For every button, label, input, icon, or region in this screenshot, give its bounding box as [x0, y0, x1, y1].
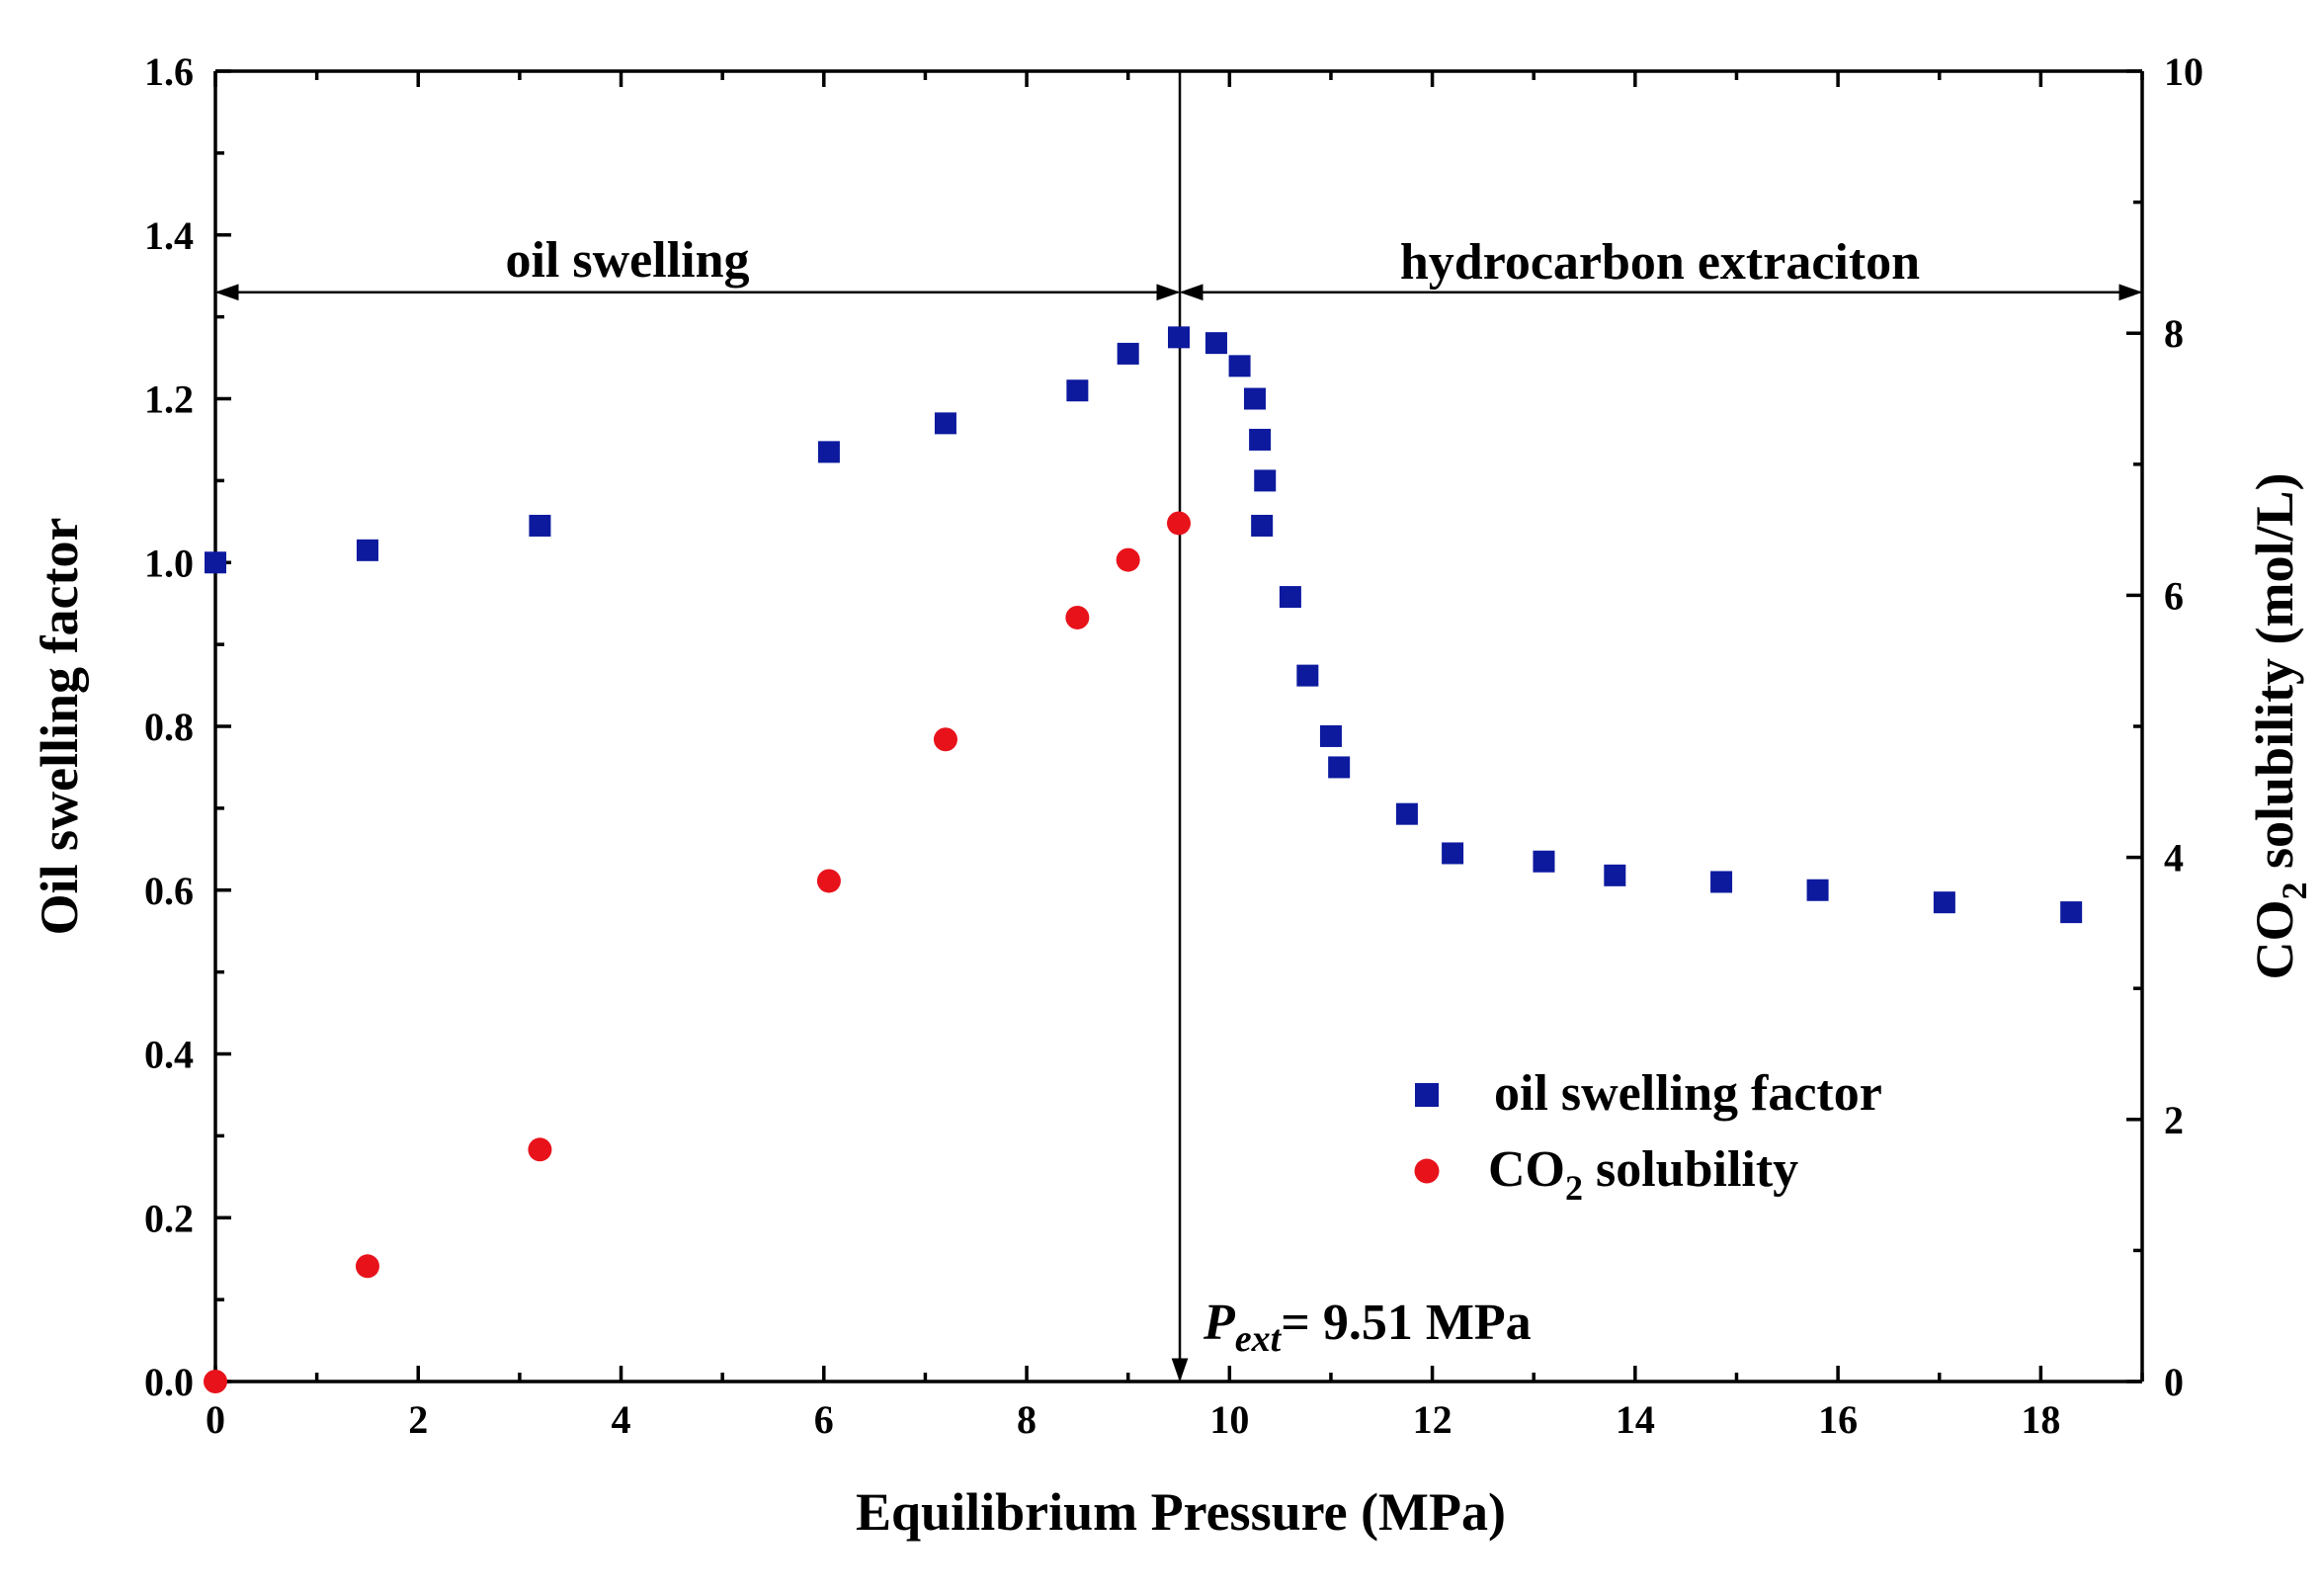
y-left-tick-label: 1.4 [144, 213, 194, 258]
swelling-point [1204, 332, 1227, 355]
swelling-point [1604, 864, 1626, 886]
swelling-point [1251, 514, 1274, 537]
x-tick-label: 14 [1616, 1397, 1655, 1442]
swelling-point [1328, 756, 1351, 779]
y-left-tick-label: 0.4 [144, 1033, 194, 1077]
annotations-layer [214, 71, 2143, 1383]
x-tick-label: 6 [814, 1397, 834, 1442]
legend-solubility-sub: 2 [1565, 1168, 1583, 1208]
swelling-point [1319, 724, 1342, 747]
y-left-tick-label: 0.0 [144, 1360, 194, 1404]
swelling-point [1442, 842, 1464, 865]
p-ext-subscript: ext [1235, 1318, 1283, 1360]
swelling-point [1806, 879, 1829, 901]
y-left-axis-title: Oil swelling factor [30, 518, 89, 936]
legend-solubility-rest: solubility [1583, 1141, 1798, 1198]
solubility-point [816, 869, 841, 893]
y-right-tick-label: 0 [2164, 1360, 2184, 1404]
x-tick-label: 10 [1209, 1397, 1249, 1442]
swelling-point [1296, 664, 1319, 687]
solubility-point [355, 1254, 379, 1279]
legend: oil swelling factor CO2 solubility [1414, 1065, 1882, 1208]
y-right-tick-label: 10 [2164, 49, 2203, 94]
legend-marker-swelling [1415, 1083, 1439, 1107]
x-tick-label: 18 [2021, 1397, 2060, 1442]
x-tick-label: 16 [1818, 1397, 1858, 1442]
swelling-point [1533, 850, 1555, 873]
swelling-point [2060, 901, 2083, 924]
x-tick-label: 2 [408, 1397, 428, 1442]
y-right-axis-title: CO2 solubility (mol/L) [2245, 472, 2314, 979]
legend-solubility-co: CO [1488, 1141, 1565, 1198]
region-label-hydrocarbon-extraction: hydrocarbon extraciton [1400, 234, 1920, 291]
x-tick-label: 0 [206, 1397, 225, 1442]
y-right-title-rest: solubility (mol/L) [2245, 472, 2304, 881]
p-ext-label: Pext= 9.51 MPa [1203, 1295, 1532, 1360]
swelling-point [1066, 379, 1089, 402]
y-left-tick-label: 0.6 [144, 869, 194, 913]
x-tick-label: 4 [612, 1397, 631, 1442]
y-right-tick-label: 4 [2164, 836, 2184, 880]
solubility-point [933, 727, 957, 752]
solubility-point [1065, 605, 1090, 629]
swelling-point [1933, 891, 1955, 914]
y-left-tick-label: 1.2 [144, 377, 194, 422]
swelling-point [529, 514, 551, 537]
swelling-point [1117, 342, 1139, 365]
legend-label-swelling: oil swelling factor [1494, 1065, 1882, 1122]
solubility-point [1167, 511, 1191, 536]
y-right-tick-label: 2 [2164, 1098, 2184, 1142]
p-ext-symbol: P [1203, 1295, 1236, 1351]
swelling-point [1228, 355, 1251, 377]
swelling-point [817, 441, 840, 463]
swelling-point [1279, 586, 1301, 609]
x-tick-label: 12 [1413, 1397, 1452, 1442]
swelling-point [1168, 326, 1190, 349]
y-left-tick-label: 1.0 [144, 541, 194, 585]
solubility-point [204, 1370, 227, 1393]
x-axis-title: Equilibrium Pressure (MPa) [856, 1482, 1506, 1542]
region-label-oil-swelling: oil swelling [505, 232, 749, 289]
swelling-point [1710, 871, 1733, 893]
y-left-tick-label: 0.2 [144, 1196, 194, 1240]
swelling-point [1249, 428, 1272, 451]
swelling-point [205, 551, 226, 574]
y-left-tick-label: 0.8 [144, 705, 194, 749]
swelling-point [1395, 802, 1418, 825]
swelling-point [1243, 387, 1266, 410]
swelling-point [1254, 469, 1277, 492]
y-right-title-sub: 2 [2275, 882, 2314, 900]
solubility-point [528, 1137, 552, 1162]
y-right-tick-label: 6 [2164, 573, 2184, 618]
solubility-point [1116, 547, 1140, 572]
legend-marker-solubility [1414, 1158, 1440, 1184]
p-ext-value-text: = 9.51 MPa [1281, 1295, 1531, 1351]
swelling-point [356, 539, 378, 561]
ticks-layer: 0 2 4 6 8 10 12 14 16 18 0.0 0.2 0.4 0.6 0.8 1.0 1.2 1.4 1… [144, 49, 2203, 1442]
marks-layer [204, 326, 2083, 1393]
y-left-tick-label: 1.6 [144, 49, 194, 94]
legend-label-solubility: CO2 solubility [1488, 1141, 1798, 1208]
x-tick-label: 8 [1017, 1397, 1037, 1442]
swelling-point [934, 412, 956, 435]
y-right-tick-label: 8 [2164, 311, 2184, 356]
y-right-title-co: CO [2245, 900, 2304, 980]
